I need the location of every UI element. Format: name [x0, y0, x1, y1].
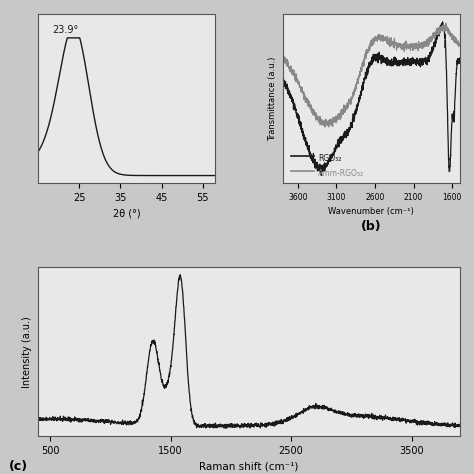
- Text: Amm-RGO₃₂: Amm-RGO₃₂: [318, 169, 364, 178]
- Y-axis label: Transmittance (a.u.): Transmittance (a.u.): [268, 56, 277, 141]
- X-axis label: 2θ (°): 2θ (°): [113, 208, 140, 218]
- Y-axis label: Intensity (a.u.): Intensity (a.u.): [22, 316, 32, 388]
- Text: (b): (b): [361, 220, 382, 233]
- Text: (c): (c): [9, 460, 27, 473]
- X-axis label: Wavenumber (cm⁻¹): Wavenumber (cm⁻¹): [328, 207, 414, 216]
- X-axis label: Raman shift (cm⁻¹): Raman shift (cm⁻¹): [199, 461, 299, 471]
- Text: RGO₃₂: RGO₃₂: [318, 154, 341, 163]
- Text: 23.9°: 23.9°: [52, 25, 79, 35]
